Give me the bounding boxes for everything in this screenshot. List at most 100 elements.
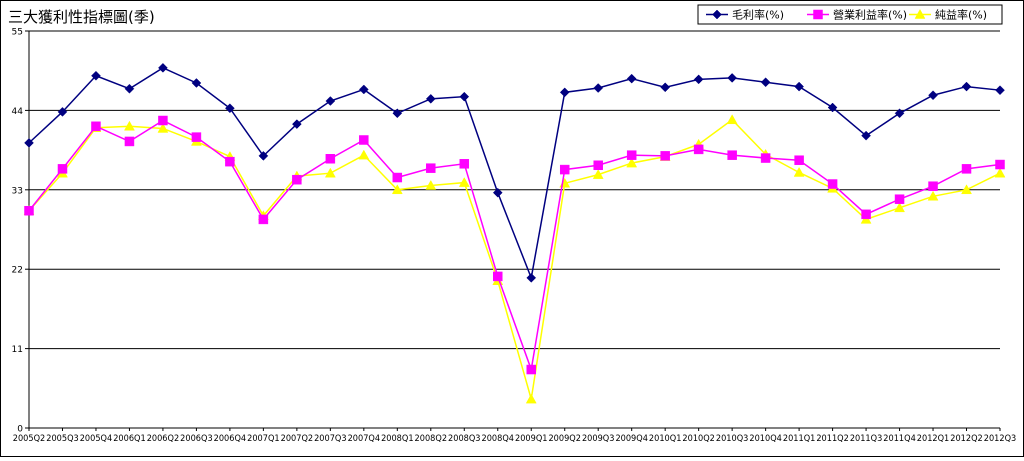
series-1 <box>24 62 1005 283</box>
series-2 <box>24 115 1005 375</box>
data-point <box>459 91 470 102</box>
data-point <box>425 179 437 190</box>
y-tick-label: 44 <box>12 107 24 117</box>
data-point <box>727 150 737 160</box>
data-point <box>827 102 838 113</box>
data-point <box>793 166 805 177</box>
y-tick-label: 22 <box>12 266 23 276</box>
data-point <box>526 273 537 283</box>
data-point <box>426 163 436 173</box>
data-point <box>24 205 34 216</box>
x-tick-label: 2005Q4 <box>80 434 113 444</box>
data-point <box>124 120 135 131</box>
data-point <box>894 194 905 204</box>
data-point <box>392 108 403 119</box>
x-tick-label: 2012Q2 <box>950 434 982 444</box>
data-point <box>425 93 436 104</box>
x-tick-label: 2010Q3 <box>716 434 748 444</box>
x-tick-label: 2009Q2 <box>548 434 580 444</box>
x-tick-label: 2006Q1 <box>113 434 145 444</box>
legend-marker <box>813 9 823 20</box>
data-point <box>559 164 570 175</box>
data-point <box>57 106 68 117</box>
data-point <box>995 159 1005 170</box>
data-point <box>392 172 403 183</box>
data-point <box>861 209 871 220</box>
x-tick-label: 2012Q1 <box>917 434 949 444</box>
data-point <box>225 103 235 114</box>
x-tick-label: 2009Q4 <box>615 434 648 444</box>
data-point <box>225 156 235 167</box>
x-tick-label: 2006Q3 <box>180 434 212 444</box>
data-point <box>391 184 403 195</box>
x-tick-label: 2008Q2 <box>415 434 447 444</box>
data-point <box>794 155 804 165</box>
legend-box <box>697 4 1003 25</box>
data-point <box>24 138 34 148</box>
grid-lines <box>29 30 1000 350</box>
y-tick-label: 55 <box>12 28 23 38</box>
y-axis: 0 11 22 33 44 55 <box>12 28 30 435</box>
data-point <box>325 96 336 106</box>
chart-title: 三大獲利性指標圖(季) <box>8 8 155 26</box>
data-point <box>459 159 470 169</box>
y-tick-label: 0 <box>17 425 23 435</box>
data-point <box>794 81 804 92</box>
data-point <box>525 393 537 404</box>
data-point <box>292 174 302 185</box>
data-point <box>325 154 336 164</box>
legend: 毛利率(%) 營業利益率(%) 純益率(%) <box>697 4 1003 25</box>
data-point <box>358 84 369 95</box>
data-point <box>626 150 637 160</box>
data-point <box>928 90 938 101</box>
y-tick-label: 33 <box>12 186 23 196</box>
data-point <box>324 167 336 178</box>
data-point <box>827 179 838 189</box>
data-point <box>994 167 1006 178</box>
data-point <box>593 83 604 93</box>
data-point <box>760 153 771 163</box>
data-point <box>124 136 135 147</box>
data-point <box>57 164 68 174</box>
data-point <box>258 214 269 225</box>
data-point <box>526 364 536 375</box>
data-point <box>158 115 168 126</box>
series-line <box>28 118 1001 400</box>
x-tick-label: 2007Q4 <box>348 434 381 444</box>
x-tick-label: 2007Q3 <box>314 434 346 444</box>
x-tick-label: 2008Q3 <box>448 434 480 444</box>
data-point <box>91 70 101 81</box>
series-line <box>28 119 1001 373</box>
x-tick-label: 2008Q1 <box>381 434 413 444</box>
data-point <box>626 73 637 84</box>
x-tick-label: 2007Q1 <box>247 434 279 444</box>
legend-marker <box>914 8 926 19</box>
x-tick-label: 2008Q4 <box>482 434 515 444</box>
data-point <box>961 81 972 92</box>
data-point <box>359 135 369 145</box>
data-point <box>928 181 938 191</box>
x-tick-label: 2010Q1 <box>649 434 681 444</box>
legend-label: 營業利益率(%) <box>833 8 907 22</box>
data-point <box>861 130 871 141</box>
data-point <box>592 169 604 179</box>
data-point <box>191 132 202 142</box>
x-tick-label: 2011Q2 <box>816 434 848 444</box>
x-tick-label: 2010Q4 <box>749 434 782 444</box>
y-tick-label: 11 <box>12 345 23 355</box>
data-point <box>660 151 670 161</box>
data-point <box>358 149 370 160</box>
x-tick-label: 2006Q2 <box>147 434 179 444</box>
data-point <box>258 151 269 161</box>
data-point <box>559 87 570 98</box>
legend-label: 純益率(%) <box>935 8 987 22</box>
data-point <box>593 160 603 171</box>
x-tick-label: 2005Q3 <box>46 434 78 444</box>
data-point <box>995 85 1005 96</box>
data-point <box>727 73 737 83</box>
data-point <box>961 184 972 195</box>
x-tick-label: 2007Q2 <box>281 434 313 444</box>
data-point <box>124 83 135 94</box>
data-point <box>492 187 503 198</box>
